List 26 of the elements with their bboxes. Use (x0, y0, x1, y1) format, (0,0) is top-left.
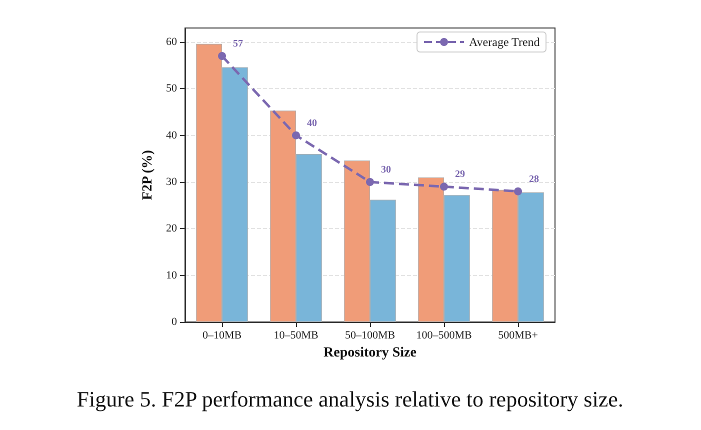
y-tick-label: 50 (166, 82, 178, 95)
y-tick-label: 20 (166, 222, 178, 235)
x-tick-label: 50–100MB (344, 330, 396, 342)
point (440, 182, 448, 191)
data-label: 30 (381, 164, 391, 176)
y-tick-label: 30 (166, 176, 178, 188)
y-tick-label: 60 (166, 36, 178, 48)
y-tick-label: 10 (166, 269, 178, 282)
point (366, 178, 374, 186)
legend-label: Average Trend (469, 35, 540, 49)
y-axis-title: F2P (%) (140, 150, 156, 200)
data-label: 29 (455, 169, 465, 180)
point (292, 131, 300, 140)
caption: Figure 5. F2P performance analysis relative to repository size. (76, 386, 624, 412)
point (514, 187, 522, 196)
x-axis-title: Repository Size (324, 345, 416, 360)
data-label: 28 (529, 174, 539, 185)
x-tick-label: 0–10MB (202, 330, 242, 342)
y-tick-label: 40 (166, 129, 178, 142)
x-tick-label: 10–50MB (274, 330, 318, 342)
x-tick-label: 100–500MB (416, 330, 472, 342)
y-tick-label: 0 (172, 316, 178, 328)
data-label: 57 (233, 38, 243, 50)
x-tick-label: 500MB+ (498, 330, 538, 342)
data-label: 40 (307, 118, 317, 129)
point (218, 52, 226, 60)
